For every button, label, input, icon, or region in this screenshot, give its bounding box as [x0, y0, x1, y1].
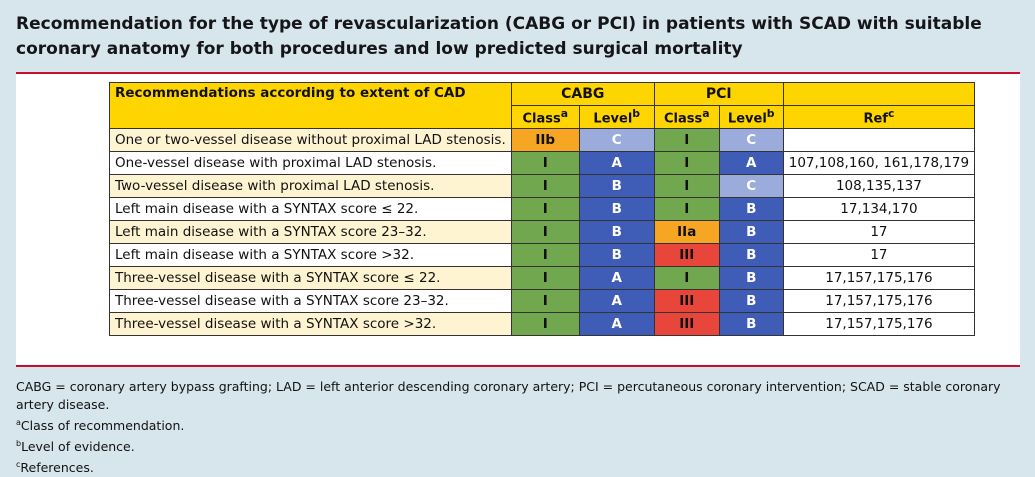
- cabg-class-cell: I: [510, 151, 580, 175]
- header-pci-level-label: Level: [727, 111, 767, 127]
- table-row: One-vessel disease with proximal LAD ste…: [109, 151, 976, 175]
- bottom-divider: [16, 365, 1020, 367]
- pci-level-cell: B: [718, 266, 784, 290]
- footnote-c-mark: c: [16, 460, 21, 470]
- footnote-a-mark: a: [16, 418, 21, 427]
- footnote-b-mark: b: [16, 439, 22, 449]
- cabg-class-cell: I: [510, 266, 580, 290]
- table-row: Two-vessel disease with proximal LAD ste…: [109, 174, 976, 198]
- header-cabg: CABG: [510, 82, 655, 106]
- cabg-level-cell: B: [578, 220, 655, 244]
- footnote-a: aClass of recommendation.: [16, 414, 1035, 435]
- header-cabg-level: Levelb: [578, 105, 655, 129]
- footnote-a-text: Class of recommendation.: [20, 418, 185, 434]
- footnote-mark-c: c: [887, 107, 895, 121]
- header-row-groups: Recommendations according to extent of C…: [109, 82, 976, 129]
- header-pci-class: Classa: [653, 105, 720, 129]
- ref-cell: 17: [782, 243, 976, 267]
- row-label: Left main disease with a SYNTAX score >3…: [109, 243, 512, 267]
- pci-level-cell: B: [718, 289, 784, 313]
- row-label: One or two-vessel disease without proxim…: [109, 128, 512, 152]
- row-label: Three-vessel disease with a SYNTAX score…: [109, 312, 512, 336]
- ref-cell: 107,108,160, 161,178,179: [782, 151, 976, 175]
- table-row: One or two-vessel disease without proxim…: [109, 128, 976, 152]
- table-row: Left main disease with a SYNTAX score 23…: [109, 220, 976, 244]
- pci-level-cell: B: [718, 220, 784, 244]
- ref-cell: 17: [782, 220, 976, 244]
- row-label: Three-vessel disease with a SYNTAX score…: [109, 266, 512, 290]
- footnote-c: cReferences.: [16, 456, 1035, 477]
- cabg-class-cell: I: [510, 312, 580, 336]
- header-cabg-class: Classa: [510, 105, 580, 129]
- table-panel: Recommendations according to extent of C…: [16, 74, 1020, 365]
- ref-cell: 17,157,175,176: [782, 289, 976, 313]
- cabg-level-cell: B: [578, 174, 655, 198]
- cabg-class-cell: I: [510, 243, 580, 267]
- table-row: Left main disease with a SYNTAX score ≤ …: [109, 197, 976, 221]
- header-ref: Refc: [782, 105, 976, 129]
- cabg-level-cell: A: [578, 289, 655, 313]
- table-row: Three-vessel disease with a SYNTAX score…: [109, 266, 976, 290]
- pci-level-cell: A: [718, 151, 784, 175]
- footnote-b-text: Level of evidence.: [21, 439, 135, 455]
- table-title: Recommendation for the type of revascula…: [16, 14, 982, 59]
- footnote-abbreviations: CABG = coronary artery bypass grafting; …: [16, 379, 1001, 412]
- pci-class-cell: I: [653, 197, 720, 221]
- header-row-sub: Classa Levelb Classa Levelb Refc: [110, 105, 976, 129]
- table-row: Three-vessel disease with a SYNTAX score…: [109, 289, 976, 313]
- cabg-level-cell: A: [578, 312, 655, 336]
- row-label: One-vessel disease with proximal LAD ste…: [109, 151, 512, 175]
- top-divider: [16, 72, 1020, 74]
- cabg-class-cell: I: [510, 289, 580, 313]
- header-blank: [782, 82, 976, 106]
- ref-cell: 17,134,170: [782, 197, 976, 221]
- cabg-class-cell: I: [510, 174, 580, 198]
- footnote-mark-b: b: [766, 107, 775, 121]
- cabg-level-cell: B: [578, 197, 655, 221]
- cabg-level-cell: A: [578, 151, 655, 175]
- row-label: Two-vessel disease with proximal LAD ste…: [109, 174, 512, 198]
- pci-class-cell: IIa: [653, 220, 720, 244]
- recommendation-table: Recommendations according to extent of C…: [109, 82, 976, 336]
- pci-class-cell: I: [653, 174, 720, 198]
- pci-class-cell: III: [653, 243, 720, 267]
- header-extent-of-cad: Recommendations according to extent of C…: [109, 82, 512, 129]
- pci-class-cell: III: [653, 312, 720, 336]
- cabg-class-cell: I: [510, 197, 580, 221]
- pci-class-cell: III: [653, 289, 720, 313]
- cabg-level-cell: C: [578, 128, 655, 152]
- pci-level-cell: C: [718, 128, 784, 152]
- header-pci: PCI: [653, 82, 784, 106]
- row-label: Left main disease with a SYNTAX score ≤ …: [109, 197, 512, 221]
- row-label: Three-vessel disease with a SYNTAX score…: [109, 289, 512, 313]
- cabg-class-cell: I: [510, 220, 580, 244]
- pci-class-cell: I: [653, 151, 720, 175]
- header-pci-level: Levelb: [718, 105, 784, 129]
- pci-class-cell: I: [653, 128, 720, 152]
- footnote-mark-a: a: [560, 107, 569, 121]
- pci-class-cell: I: [653, 266, 720, 290]
- ref-cell: 17,157,175,176: [782, 266, 976, 290]
- pci-level-cell: B: [718, 197, 784, 221]
- footnote-b: bLevel of evidence.: [16, 435, 1035, 456]
- ref-cell: 17,157,175,176: [782, 312, 976, 336]
- ref-cell: [782, 128, 976, 152]
- table-row: Three-vessel disease with a SYNTAX score…: [109, 312, 976, 336]
- header-pci-class-label: Class: [663, 111, 703, 127]
- cabg-level-cell: B: [578, 243, 655, 267]
- footnote-mark-b: b: [632, 107, 641, 121]
- ref-cell: 108,135,137: [782, 174, 976, 198]
- pci-level-cell: B: [718, 243, 784, 267]
- footnote-mark-a: a: [702, 107, 710, 121]
- table-row: Left main disease with a SYNTAX score >3…: [109, 243, 976, 267]
- cabg-level-cell: A: [578, 266, 655, 290]
- header-cabg-class-label: Class: [522, 111, 561, 127]
- pci-level-cell: C: [718, 174, 784, 198]
- header-cabg-level-label: Level: [593, 111, 633, 127]
- footnotes: CABG = coronary artery bypass grafting; …: [16, 378, 1035, 477]
- header-ref-label: Ref: [863, 111, 888, 127]
- row-label: Left main disease with a SYNTAX score 23…: [109, 220, 512, 244]
- pci-level-cell: B: [718, 312, 784, 336]
- cabg-class-cell: IIb: [510, 128, 580, 152]
